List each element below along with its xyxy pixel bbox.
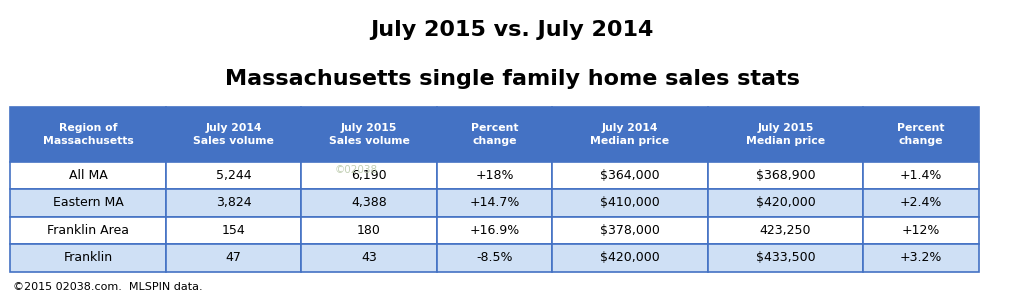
Text: +3.2%: +3.2% (900, 251, 942, 264)
Text: 180: 180 (357, 224, 381, 237)
Bar (166, 244, 301, 272)
Bar (552, 162, 708, 189)
Text: ©02038: ©02038 (335, 165, 378, 175)
Text: 6,190: 6,190 (351, 169, 387, 182)
Text: All MA: All MA (69, 169, 108, 182)
Text: $420,000: $420,000 (600, 251, 659, 264)
Bar (301, 162, 436, 189)
Bar (708, 107, 863, 162)
Bar (166, 217, 301, 244)
Text: Franklin Area: Franklin Area (47, 224, 129, 237)
Bar (10, 244, 166, 272)
Text: July 2015
Median price: July 2015 Median price (745, 123, 825, 146)
Text: 5,244: 5,244 (216, 169, 251, 182)
Text: 47: 47 (225, 251, 242, 264)
Text: +14.7%: +14.7% (469, 196, 519, 209)
Text: July 2015
Sales volume: July 2015 Sales volume (329, 123, 410, 146)
Bar (10, 189, 166, 217)
Bar (863, 244, 979, 272)
Bar (301, 244, 436, 272)
Text: $420,000: $420,000 (756, 196, 815, 209)
Bar (301, 189, 436, 217)
Text: +18%: +18% (475, 169, 514, 182)
Text: Eastern MA: Eastern MA (52, 196, 123, 209)
Bar (552, 107, 708, 162)
Bar (708, 244, 863, 272)
Bar (10, 217, 166, 244)
Text: $364,000: $364,000 (600, 169, 659, 182)
Bar (552, 189, 708, 217)
Bar (437, 244, 552, 272)
Bar (863, 189, 979, 217)
Text: 4,388: 4,388 (351, 196, 387, 209)
Bar (10, 162, 166, 189)
Bar (166, 189, 301, 217)
Bar (301, 217, 436, 244)
Text: Franklin: Franklin (63, 251, 113, 264)
Text: +16.9%: +16.9% (469, 224, 519, 237)
Text: +2.4%: +2.4% (900, 196, 942, 209)
Text: Massachusetts single family home sales stats: Massachusetts single family home sales s… (224, 69, 800, 89)
Bar (708, 217, 863, 244)
Bar (166, 162, 301, 189)
Bar (708, 189, 863, 217)
Text: ©2015 02038.com.  MLSPIN data.: ©2015 02038.com. MLSPIN data. (13, 282, 203, 292)
Text: 423,250: 423,250 (760, 224, 811, 237)
Bar (301, 107, 436, 162)
Text: 154: 154 (221, 224, 246, 237)
Bar (863, 217, 979, 244)
Bar (552, 244, 708, 272)
Text: Region of
Massachusetts: Region of Massachusetts (43, 123, 133, 146)
Bar (437, 107, 552, 162)
Text: 3,824: 3,824 (216, 196, 251, 209)
Text: +1.4%: +1.4% (900, 169, 942, 182)
Text: July 2014
Sales volume: July 2014 Sales volume (194, 123, 274, 146)
Bar (708, 162, 863, 189)
Text: $368,900: $368,900 (756, 169, 815, 182)
Bar (166, 107, 301, 162)
Bar (437, 217, 552, 244)
Text: $410,000: $410,000 (600, 196, 659, 209)
Bar (10, 107, 166, 162)
Text: Percent
change: Percent change (897, 123, 945, 146)
Text: +12%: +12% (902, 224, 940, 237)
Bar (437, 162, 552, 189)
Text: Percent
change: Percent change (471, 123, 518, 146)
Bar (437, 189, 552, 217)
Text: $378,000: $378,000 (600, 224, 659, 237)
Text: July 2014
Median price: July 2014 Median price (591, 123, 670, 146)
Bar (863, 107, 979, 162)
Bar (863, 162, 979, 189)
Text: $433,500: $433,500 (756, 251, 815, 264)
Text: 43: 43 (361, 251, 377, 264)
Bar (552, 217, 708, 244)
Text: July 2015 vs. July 2014: July 2015 vs. July 2014 (371, 20, 653, 40)
Text: -8.5%: -8.5% (476, 251, 513, 264)
